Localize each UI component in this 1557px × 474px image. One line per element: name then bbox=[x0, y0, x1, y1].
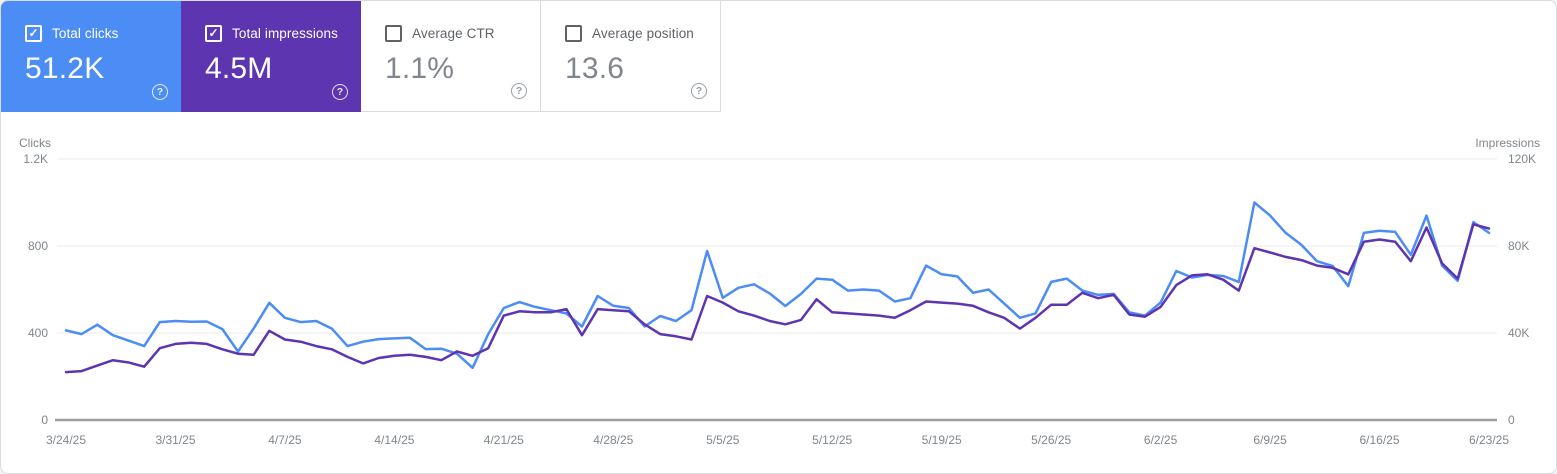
average-ctr-checkbox[interactable] bbox=[385, 25, 402, 42]
average-ctr-label: Average CTR bbox=[412, 26, 495, 41]
average-position-checkbox-row: Average position bbox=[565, 25, 720, 42]
svg-text:0: 0 bbox=[1508, 413, 1515, 427]
average-position-checkbox[interactable] bbox=[565, 25, 582, 42]
average-ctr-value: 1.1% bbox=[385, 52, 455, 85]
svg-text:800: 800 bbox=[28, 239, 48, 253]
svg-text:5/19/25: 5/19/25 bbox=[922, 433, 962, 447]
svg-text:6/16/25: 6/16/25 bbox=[1359, 433, 1399, 447]
svg-text:4/14/25: 4/14/25 bbox=[374, 433, 414, 447]
svg-text:400: 400 bbox=[28, 326, 48, 340]
performance-chart[interactable]: Clicks Impressions 1.2K 800 400 0 120K 80K 40K 0 3… bbox=[1, 112, 1557, 474]
metric-cards-row: ✓ Total clicks 51.2K ? ✓ Total impressio… bbox=[1, 1, 1556, 112]
svg-text:0: 0 bbox=[41, 413, 48, 427]
svg-text:120K: 120K bbox=[1508, 152, 1536, 166]
total-impressions-value: 4.5M bbox=[205, 52, 273, 85]
svg-text:5/12/25: 5/12/25 bbox=[812, 433, 852, 447]
total-impressions-checkbox[interactable]: ✓ bbox=[205, 25, 222, 42]
total-clicks-label: Total clicks bbox=[52, 26, 119, 41]
svg-text:Clicks: Clicks bbox=[19, 136, 51, 150]
average-position-label: Average position bbox=[592, 26, 694, 41]
help-icon[interactable]: ? bbox=[691, 83, 707, 99]
total-clicks-value: 51.2K bbox=[25, 52, 105, 85]
help-icon[interactable]: ? bbox=[332, 84, 348, 100]
metric-card-total-impressions[interactable]: ✓ Total impressions 4.5M ? bbox=[181, 1, 361, 112]
total-impressions-checkbox-row: ✓ Total impressions bbox=[205, 25, 361, 42]
total-clicks-checkbox[interactable]: ✓ bbox=[25, 25, 42, 42]
svg-text:6/9/25: 6/9/25 bbox=[1253, 433, 1287, 447]
svg-text:6/23/25: 6/23/25 bbox=[1469, 433, 1509, 447]
svg-text:Impressions: Impressions bbox=[1475, 136, 1540, 150]
total-impressions-label: Total impressions bbox=[232, 26, 338, 41]
svg-text:5/5/25: 5/5/25 bbox=[706, 433, 740, 447]
average-ctr-checkbox-row: Average CTR bbox=[385, 25, 540, 42]
svg-text:6/2/25: 6/2/25 bbox=[1144, 433, 1178, 447]
total-clicks-checkbox-row: ✓ Total clicks bbox=[25, 25, 181, 42]
svg-text:4/21/25: 4/21/25 bbox=[484, 433, 524, 447]
svg-text:5/26/25: 5/26/25 bbox=[1031, 433, 1071, 447]
svg-text:4/28/25: 4/28/25 bbox=[593, 433, 633, 447]
svg-text:80K: 80K bbox=[1508, 239, 1529, 253]
metric-card-average-position[interactable]: Average position 13.6 ? bbox=[541, 1, 721, 112]
svg-text:4/7/25: 4/7/25 bbox=[268, 433, 302, 447]
help-icon[interactable]: ? bbox=[511, 83, 527, 99]
svg-text:3/31/25: 3/31/25 bbox=[155, 433, 195, 447]
help-icon[interactable]: ? bbox=[152, 84, 168, 100]
metric-card-total-clicks[interactable]: ✓ Total clicks 51.2K ? bbox=[1, 1, 181, 112]
performance-chart-svg[interactable]: Clicks Impressions 1.2K 800 400 0 120K 80K 40K 0 3… bbox=[1, 112, 1557, 474]
metric-card-average-ctr[interactable]: Average CTR 1.1% ? bbox=[361, 1, 541, 112]
svg-text:40K: 40K bbox=[1508, 326, 1529, 340]
svg-text:1.2K: 1.2K bbox=[23, 152, 48, 166]
average-position-value: 13.6 bbox=[565, 52, 625, 85]
svg-text:3/24/25: 3/24/25 bbox=[46, 433, 86, 447]
